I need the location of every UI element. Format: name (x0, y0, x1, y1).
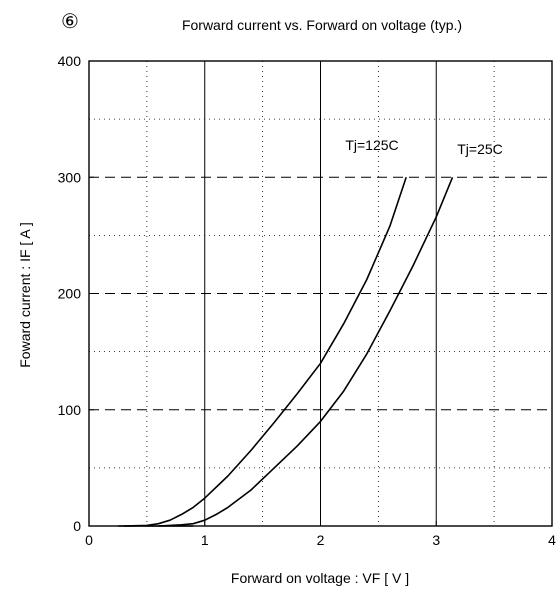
y-tick-label: 200 (58, 286, 82, 302)
x-tick-label: 2 (317, 532, 325, 548)
x-tick-label: 3 (432, 532, 440, 548)
series-line-tj125 (123, 177, 407, 527)
series-lines (117, 176, 454, 527)
axes (88, 60, 553, 527)
series-label-tj25: Tj=25C (457, 141, 503, 157)
y-tick-labels: 0 100 200 300 400 (58, 53, 82, 534)
x-tick-label: 1 (201, 532, 209, 548)
x-tick-label: 4 (548, 532, 556, 548)
y-axis-label: Foward current : IF [ A ] (17, 222, 33, 368)
series-label-tj125: Tj=125C (345, 137, 398, 153)
chart-title: Forward current vs. Forward on voltage (… (182, 17, 462, 33)
y-tick-label: 100 (58, 402, 82, 418)
x-tick-label: 0 (85, 532, 93, 548)
y-tick-label: 0 (73, 518, 81, 534)
y-tick-label: 400 (58, 53, 82, 69)
grid (89, 61, 552, 526)
figure-number-mark: ⑥ (61, 9, 79, 33)
series-line-tj25 (158, 176, 454, 527)
y-tick-label: 300 (58, 169, 82, 185)
x-axis-label: Forward on voltage : VF [ V ] (231, 570, 409, 586)
x-tick-labels: 0 1 2 3 4 (85, 532, 556, 548)
